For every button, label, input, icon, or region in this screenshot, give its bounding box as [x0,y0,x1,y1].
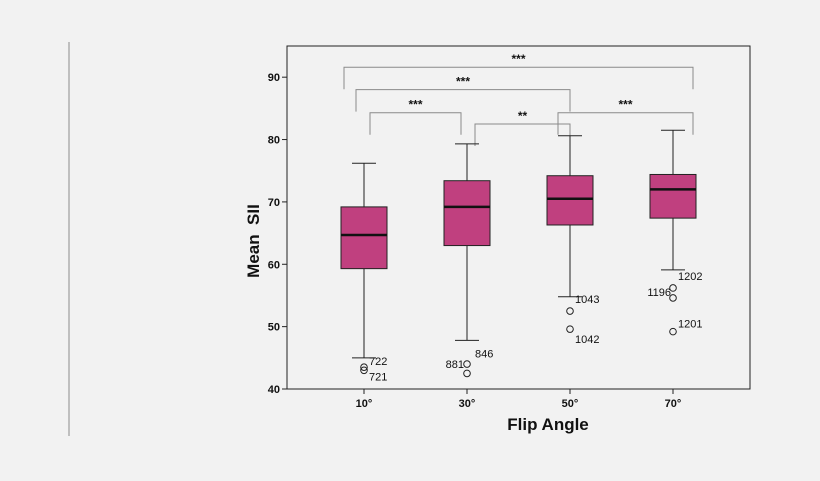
x-axis: 10° 30° 50° 70° [356,389,682,410]
significance-label: *** [511,52,525,66]
significance-bracket: ** [474,109,571,146]
significance-bracket: *** [343,52,694,90]
y-tick-label: 60 [268,259,280,271]
outlier-label: 1201 [678,319,702,331]
outlier-label: 721 [369,371,387,383]
outlier-point [463,369,471,378]
outlier-point [463,360,471,368]
x-tick-label: 30° [459,398,476,410]
bracket-line [355,89,571,112]
significance-label: *** [408,98,422,112]
x-tick-label: 70° [665,398,682,410]
significance-label: ** [518,109,528,123]
outlier-point [360,366,368,375]
y-tick-label: 90 [268,72,280,84]
significance-bracket: *** [355,75,571,112]
bracket-line [557,112,694,135]
bracket-line [369,112,462,135]
box-iqr [649,173,697,219]
outlier-point [566,307,574,315]
significance-label: *** [618,98,632,112]
outlier-label: 846 [475,348,493,360]
y-axis-title: Mean SII [244,204,263,278]
significance-label: *** [456,75,470,89]
outlier-label: 1202 [678,271,702,283]
bracket-line [474,123,571,146]
box-iqr [340,206,388,270]
y-axis: 40 50 60 70 80 90 [268,46,288,396]
outlier-label: 881 [446,359,464,371]
y-tick-label: 40 [268,384,280,396]
box-iqr [546,175,594,226]
outlier-point [669,294,677,302]
significance-brackets: ************** [343,52,694,146]
significance-bracket: *** [369,98,462,135]
y-tick-label: 80 [268,135,280,147]
outlier-label: 1042 [575,334,599,346]
outlier-point [669,327,677,336]
outlier-point [360,363,368,371]
outlier-label: 722 [369,356,387,368]
outlier-point [566,325,574,333]
significance-bracket: *** [557,98,694,135]
outlier-point [669,284,677,292]
box-group: 1202 1196 1201 [647,129,702,336]
box-group: 881 846 [443,143,493,378]
x-tick-label: 10° [356,398,373,410]
outlier-label: 1043 [575,294,599,306]
x-axis-title: Flip Angle [507,415,589,434]
x-tick-label: 50° [562,398,579,410]
box-group: 1043 1042 [546,135,599,346]
y-tick-label: 50 [268,322,280,334]
outlier-label: 1196 [647,287,671,299]
y-tick-label: 70 [268,197,280,209]
bracket-line [343,66,694,90]
box-iqr [443,180,491,247]
